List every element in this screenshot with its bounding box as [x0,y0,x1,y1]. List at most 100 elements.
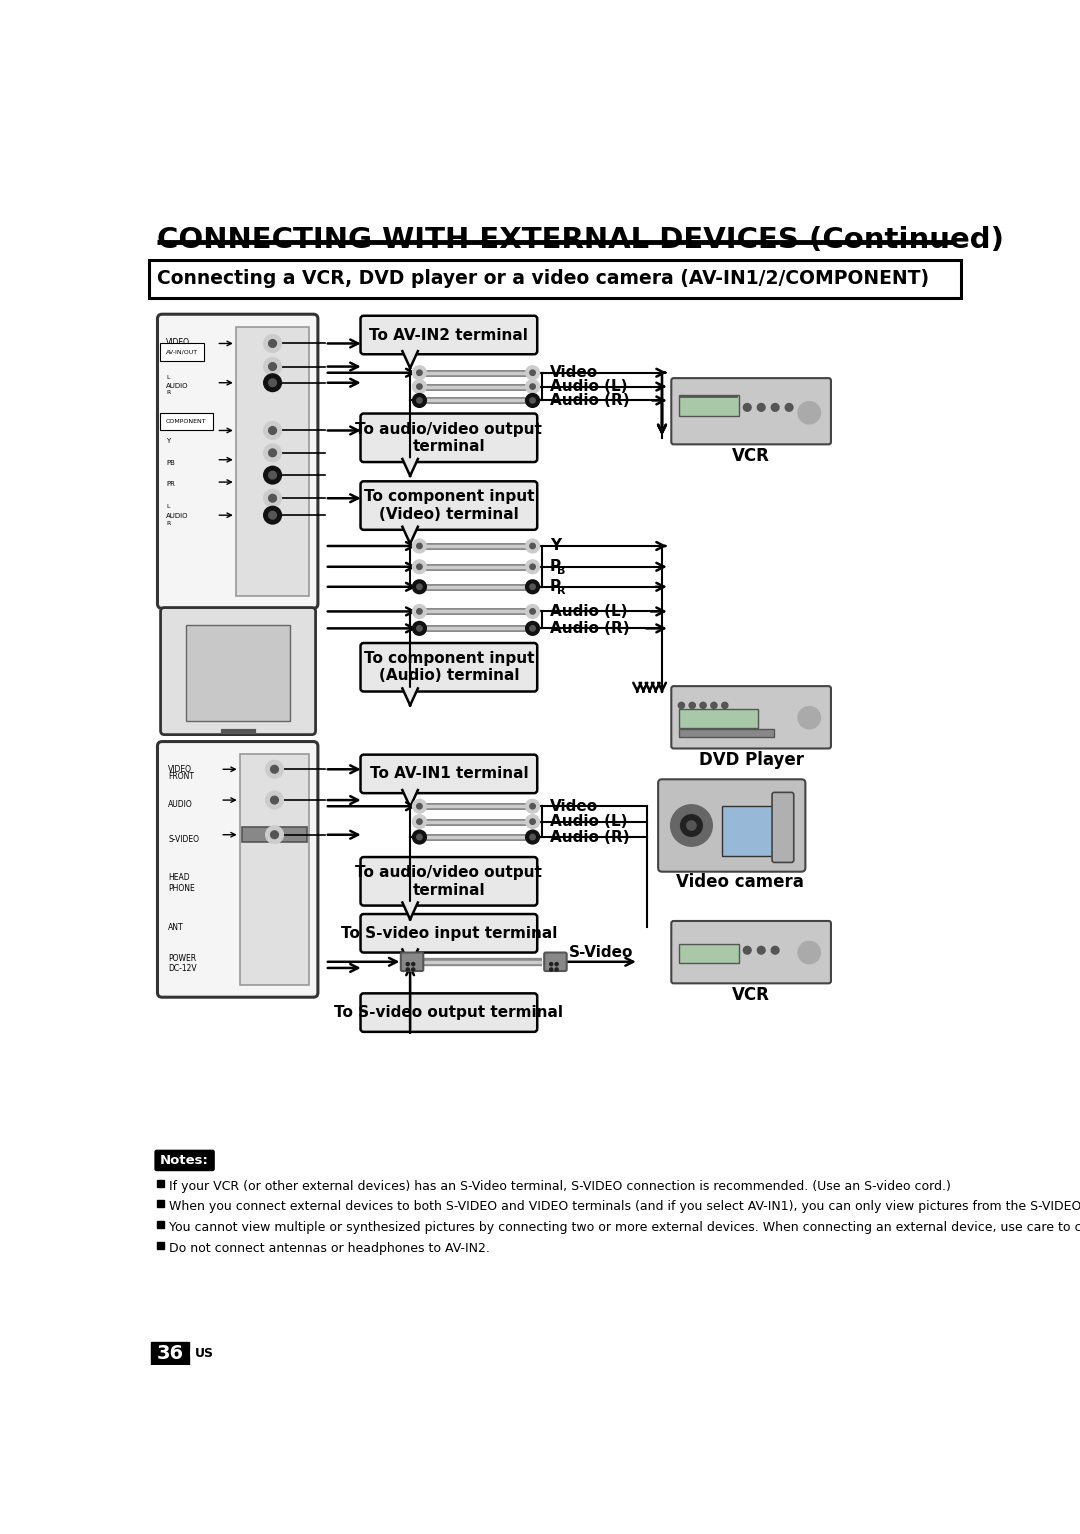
Text: To component input
(Video) terminal: To component input (Video) terminal [364,489,535,522]
Circle shape [269,511,276,518]
Polygon shape [403,526,418,543]
Text: Audio (R): Audio (R) [550,621,630,637]
FancyBboxPatch shape [361,914,537,953]
Circle shape [413,621,426,635]
Text: PR: PR [166,482,175,488]
Text: Do not connect antennas or headphones to AV-IN2.: Do not connect antennas or headphones to… [170,1243,490,1255]
Text: VCR: VCR [732,986,770,1003]
Circle shape [672,805,712,845]
Polygon shape [403,351,418,368]
Bar [157,1180,164,1187]
FancyBboxPatch shape [158,741,318,997]
Text: To audio/video output
terminal: To audio/video output terminal [355,865,542,897]
Circle shape [530,397,536,403]
FancyBboxPatch shape [401,953,423,971]
FancyBboxPatch shape [361,414,537,462]
FancyBboxPatch shape [361,994,537,1032]
Circle shape [771,946,779,954]
FancyBboxPatch shape [242,827,307,842]
Circle shape [266,761,283,778]
FancyBboxPatch shape [679,396,739,416]
Circle shape [269,494,276,502]
Circle shape [417,804,422,808]
FancyBboxPatch shape [658,779,806,871]
Circle shape [413,394,426,407]
Text: R: R [556,586,565,595]
Text: To AV-IN2 terminal: To AV-IN2 terminal [369,327,528,342]
Circle shape [264,506,281,523]
Text: CONNECTING WITH EXTERNAL DEVICES (Continued): CONNECTING WITH EXTERNAL DEVICES (Contin… [157,227,1003,255]
FancyBboxPatch shape [154,1149,215,1172]
Circle shape [687,821,697,830]
Circle shape [526,830,539,844]
FancyBboxPatch shape [679,709,758,727]
Text: AUDIO: AUDIO [166,512,189,518]
Circle shape [269,379,276,387]
Circle shape [743,946,751,954]
FancyBboxPatch shape [361,316,537,354]
Polygon shape [403,689,418,706]
Text: B: B [556,566,565,575]
FancyBboxPatch shape [149,259,961,298]
Text: VIDEO: VIDEO [166,337,190,347]
Bar [157,1243,164,1249]
Circle shape [798,707,820,729]
Polygon shape [403,459,418,476]
Circle shape [555,962,558,965]
Text: S-VIDEO: S-VIDEO [168,834,200,844]
Circle shape [417,819,422,824]
Circle shape [417,834,422,839]
Circle shape [413,560,426,574]
Circle shape [264,334,281,351]
Text: R: R [166,391,171,396]
Text: If your VCR (or other external devices) has an S-Video terminal, S-VIDEO connect: If your VCR (or other external devices) … [170,1180,951,1193]
Text: ANT: ANT [168,923,184,933]
Polygon shape [403,902,418,919]
FancyBboxPatch shape [361,858,537,905]
Circle shape [417,384,422,390]
Circle shape [711,703,717,709]
Text: 36: 36 [157,1344,184,1364]
FancyBboxPatch shape [240,753,309,985]
Circle shape [269,339,276,347]
Circle shape [191,1341,218,1367]
FancyBboxPatch shape [361,643,537,692]
FancyBboxPatch shape [679,729,773,736]
FancyBboxPatch shape [672,686,831,749]
Circle shape [680,815,702,836]
Circle shape [417,543,422,549]
FancyBboxPatch shape [161,607,315,735]
Circle shape [530,834,536,839]
Text: DVD Player: DVD Player [699,752,804,769]
Circle shape [678,703,685,709]
Circle shape [530,384,536,390]
Text: To S-video input terminal: To S-video input terminal [340,927,557,940]
Circle shape [530,626,536,630]
Text: P: P [550,580,561,594]
Circle shape [413,380,426,393]
Text: To S-video output terminal: To S-video output terminal [335,1005,564,1020]
Circle shape [411,962,415,965]
Text: When you connect external devices to both S-VIDEO and VIDEO terminals (and if yo: When you connect external devices to bot… [170,1201,1080,1213]
Text: HEAD
PHONE: HEAD PHONE [168,873,195,893]
Circle shape [526,580,539,594]
Circle shape [417,370,422,376]
Text: To audio/video output
terminal: To audio/video output terminal [355,422,542,454]
Circle shape [413,540,426,552]
Circle shape [413,367,426,379]
Text: P: P [550,560,561,574]
Text: FRONT: FRONT [168,772,194,781]
Text: AV-IN/OUT: AV-IN/OUT [166,350,198,354]
Circle shape [269,471,276,479]
Circle shape [721,703,728,709]
Text: COMPONENT: COMPONENT [166,419,206,423]
Circle shape [526,799,539,813]
Circle shape [530,584,536,589]
Circle shape [785,403,793,411]
Text: VIDEO: VIDEO [168,765,192,775]
Circle shape [269,362,276,370]
Circle shape [757,946,765,954]
Circle shape [417,626,422,630]
Circle shape [417,584,422,589]
Circle shape [550,962,553,965]
